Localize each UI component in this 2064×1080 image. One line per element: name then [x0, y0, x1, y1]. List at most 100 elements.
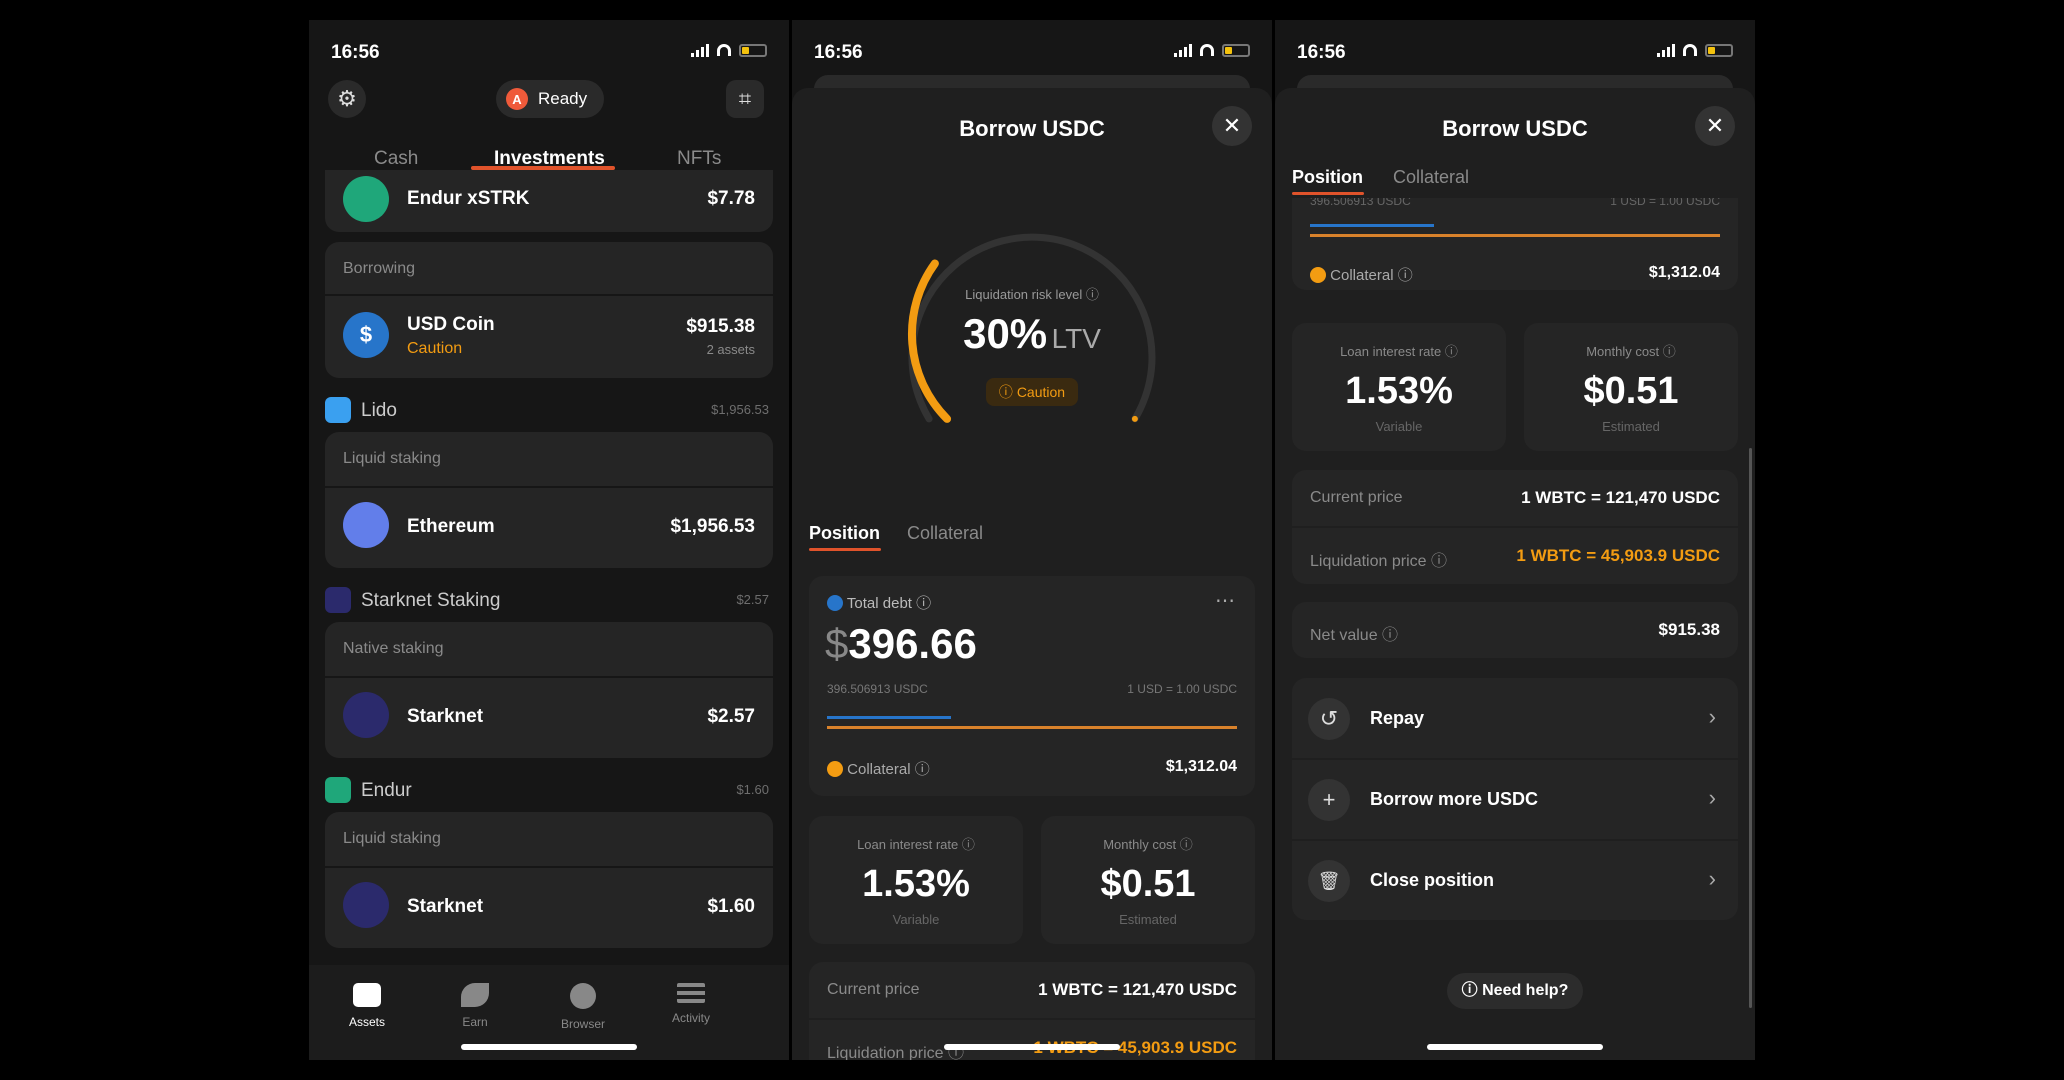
trash-icon: 🗑 — [1308, 860, 1350, 902]
sheet-title: Borrow USDC — [959, 116, 1105, 141]
close-icon[interactable]: ✕ — [1212, 106, 1252, 146]
home-indicator — [944, 1044, 1120, 1050]
status-time: 16:56 — [1297, 42, 1346, 63]
status-time: 16:56 — [331, 42, 380, 63]
borrow-more-action[interactable]: + Borrow more USDC › — [1292, 759, 1738, 839]
usd-coin-row[interactable]: $ USD Coin Caution $915.38 2 assets — [325, 296, 773, 374]
info-icon[interactable]: ⓘ — [1397, 267, 1413, 284]
chevron-right-icon: › — [1708, 866, 1716, 891]
endur-xstrk-value: $7.78 — [707, 188, 755, 209]
signal-icon — [691, 43, 709, 57]
tab-collateral[interactable]: Collateral — [1393, 167, 1470, 187]
scrollbar[interactable] — [1749, 448, 1752, 1008]
info-icon: ⓘ — [1430, 553, 1447, 570]
close-position-action[interactable]: 🗑 Close position › — [1292, 840, 1738, 920]
monthly-cost-card: Monthly cost ⓘ $0.51 Estimated — [1524, 323, 1738, 451]
collateral-label: Collateral ⓘ — [1310, 264, 1413, 285]
starknet-liquid-row[interactable]: Starknet $1.60 — [325, 868, 773, 946]
wallet-icon — [353, 983, 381, 1007]
actions-card: ↺ Repay › + Borrow more USDC › 🗑 Close p… — [1292, 678, 1738, 920]
nav-browser[interactable]: Browser — [543, 983, 623, 1031]
collateral-bar — [1310, 234, 1720, 237]
total-debt-card: Total debt ⓘ ⋯ $396.66 396.506913 USDC 1… — [809, 576, 1255, 796]
endur-xstrk-coin-icon — [343, 176, 389, 222]
compass-icon — [570, 983, 596, 1009]
need-help-button[interactable]: ⓘ Need help? — [1447, 973, 1583, 1009]
usd-coin-name: USD Coin — [407, 314, 495, 335]
ethereum-name: Ethereum — [407, 516, 495, 537]
status-bar: 16:56 — [309, 34, 789, 68]
ready-status-pill[interactable]: A Ready — [496, 80, 604, 118]
nav-earn[interactable]: Earn — [435, 983, 515, 1029]
gauge-end-dot — [1131, 415, 1138, 422]
current-price-row: Current price 1 WBTC = 121,470 USDC — [1310, 488, 1720, 507]
interest-rate-value: 1.53% — [862, 863, 970, 905]
usd-coin-value: $915.38 — [686, 316, 755, 337]
home-indicator — [1427, 1044, 1603, 1050]
info-icon[interactable]: ⓘ — [916, 595, 932, 612]
nav-assets[interactable]: Assets — [327, 983, 407, 1029]
tab-position[interactable]: Position — [1292, 167, 1363, 187]
debt-rate: 1 USD = 1.00 USDC — [1610, 198, 1720, 208]
total-debt-card-clipped: 396.506913 USDC 1 USD = 1.00 USDC Collat… — [1292, 198, 1738, 290]
ready-label: Ready — [538, 89, 588, 108]
settings-gear-icon[interactable]: ⚙ — [328, 80, 366, 118]
starknet-native-row[interactable]: Starknet $2.57 — [325, 678, 773, 756]
net-value-card: Net value ⓘ $915.38 — [1292, 602, 1738, 658]
group-starknet-staking-name: Starknet Staking — [361, 590, 501, 611]
info-icon[interactable]: ⓘ — [1085, 287, 1099, 302]
borrow-sheet: Borrow USDC ✕ Liquidation risk level ⓘ 3… — [792, 88, 1272, 1060]
tab-position[interactable]: Position — [809, 523, 880, 543]
info-icon[interactable]: ⓘ — [914, 761, 930, 778]
repay-action[interactable]: ↺ Repay › — [1292, 678, 1738, 758]
borrow-sheet-screen-scrolled: 16:56 Borrow USDC ✕ Position Collateral … — [1275, 20, 1755, 1060]
starknet-liquid-value: $1.60 — [707, 896, 755, 917]
wifi-icon — [717, 44, 731, 56]
repay-label: Repay — [1370, 708, 1425, 728]
monthly-cost-card: Monthly cost ⓘ $0.51 Estimated — [1041, 816, 1255, 944]
borrow-more-label: Borrow more USDC — [1370, 789, 1539, 809]
endur-card: Liquid staking Starknet $1.60 — [325, 812, 773, 948]
nav-activity[interactable]: Activity — [651, 983, 731, 1025]
usd-coin-status: Caution — [407, 340, 463, 357]
interest-rate-card: Loan interest rate ⓘ 1.53% Variable — [1292, 323, 1506, 451]
battery-icon — [1705, 43, 1733, 57]
scan-qr-icon[interactable]: ⌗ — [726, 80, 764, 118]
battery-icon — [739, 43, 767, 57]
tab-investments[interactable]: Investments — [494, 148, 605, 169]
gauge-label: Liquidation risk level ⓘ — [965, 287, 1099, 302]
chevron-right-icon: › — [1708, 704, 1716, 729]
ltv-gauge — [908, 233, 1156, 423]
wbtc-mini-icon — [827, 761, 843, 777]
list-icon — [677, 983, 705, 1003]
liquidation-price-row: Liquidation price ⓘ 1 WBTC = 45,903.9 US… — [827, 1038, 1237, 1060]
lido-section-label: Liquid staking — [343, 450, 441, 467]
price-card: Current price 1 WBTC = 121,470 USDC Liqu… — [809, 962, 1255, 1060]
collateral-value: $1,312.04 — [1165, 758, 1237, 775]
tab-nfts[interactable]: NFTs — [677, 148, 722, 169]
starknet-logo-icon — [325, 587, 351, 613]
endur-xstrk-row[interactable]: Endur xSTRK $7.78 — [325, 170, 773, 232]
starknet-coin-icon — [343, 882, 389, 928]
price-card: Current price 1 WBTC = 121,470 USDC Liqu… — [1292, 470, 1738, 584]
monthly-cost-value: $0.51 — [1100, 863, 1196, 905]
asset-tabs: Cash Investments NFTs — [309, 138, 789, 178]
info-icon: ⓘ — [1444, 344, 1458, 359]
more-options-icon[interactable]: ⋯ — [1215, 590, 1235, 612]
group-lido-total: $1,956.53 — [711, 402, 769, 417]
ethereum-row[interactable]: Ethereum $1,956.53 — [325, 488, 773, 566]
group-starknet-staking-total: $2.57 — [736, 592, 769, 607]
info-icon: ⓘ — [1662, 344, 1676, 359]
chevron-right-icon: › — [1708, 785, 1716, 810]
tab-cash[interactable]: Cash — [374, 148, 419, 169]
interest-rate-value: 1.53% — [1345, 370, 1453, 412]
usd-coin-assets: 2 assets — [706, 342, 755, 357]
borrow-sheet-screen-top: 16:56 Borrow USDC ✕ Liquidation risk lev… — [792, 20, 1272, 1060]
argent-logo-icon: A — [506, 88, 528, 110]
close-icon[interactable]: ✕ — [1695, 106, 1735, 146]
wifi-icon — [1200, 44, 1214, 56]
tab-collateral[interactable]: Collateral — [907, 523, 984, 543]
status-bar: 16:56 — [792, 34, 1272, 68]
starknet-coin-icon — [343, 692, 389, 738]
info-icon: ⓘ — [1179, 837, 1193, 852]
